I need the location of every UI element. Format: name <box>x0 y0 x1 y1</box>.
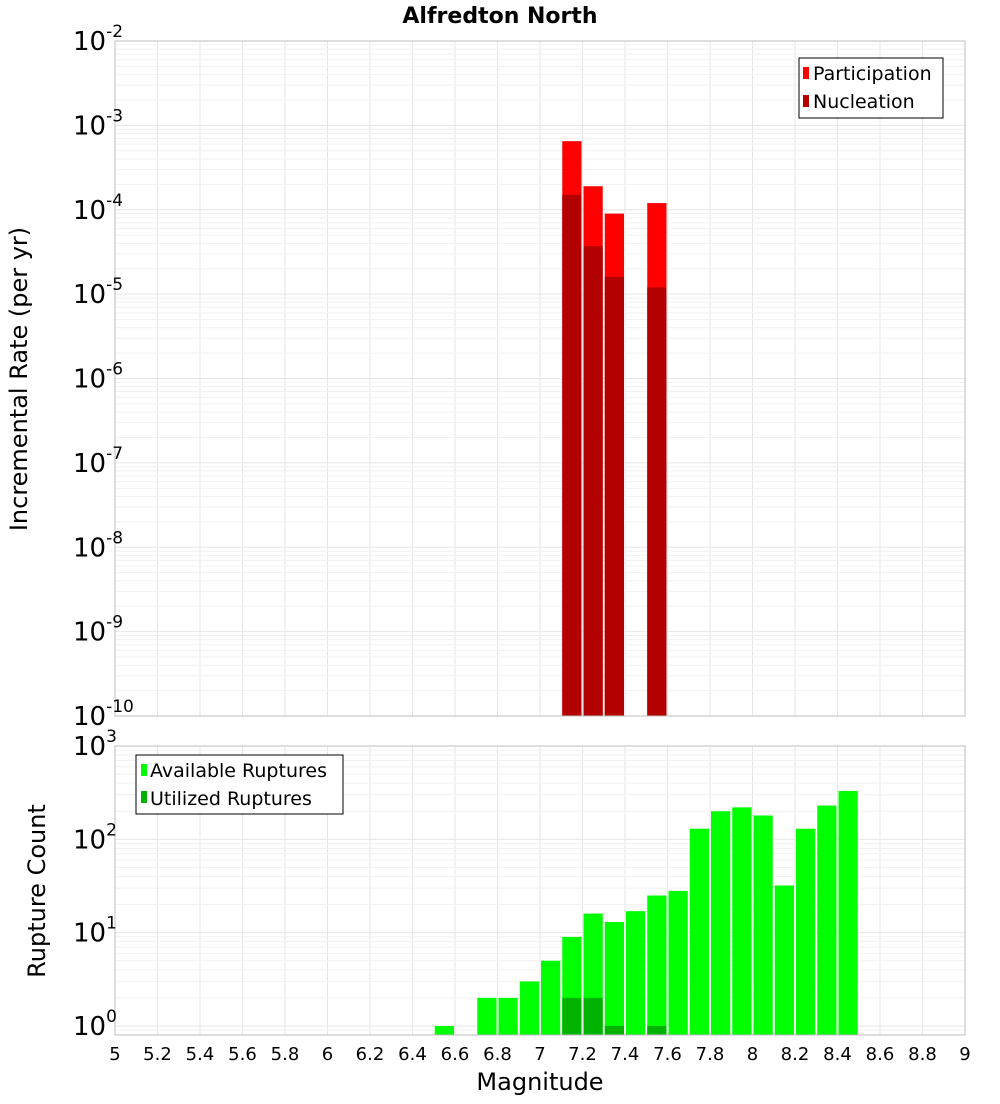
top-plot-frame <box>114 40 966 717</box>
x-tick-label: 8 <box>747 1044 758 1065</box>
top-y-tick-label: 10-9 <box>73 613 123 648</box>
bottom-bar-available-ruptures <box>711 811 731 1035</box>
bottom-bar-available-ruptures <box>647 895 667 1035</box>
x-tick-label: 7 <box>534 1044 545 1065</box>
bottom-bar-available-ruptures <box>477 997 497 1035</box>
legend-swatch-participation <box>803 67 809 79</box>
x-tick-label: 5 <box>109 1044 120 1065</box>
bottom-bar-available-ruptures <box>732 807 752 1035</box>
top-y-tick-label: 10-4 <box>73 191 123 226</box>
top-y-tick-label: 10-5 <box>73 275 123 310</box>
bottom-bar-available-ruptures <box>434 1025 454 1035</box>
bottom-y-tick-label: 103 <box>73 727 117 762</box>
top-legend-box <box>798 57 944 119</box>
chart-title: Alfredton North <box>402 4 597 29</box>
top-y-tick-label: 10-2 <box>73 22 123 57</box>
x-tick-label: 7.2 <box>568 1044 597 1065</box>
bottom-bar-available-ruptures <box>668 890 688 1035</box>
bottom-y-tick-label: 102 <box>73 820 117 855</box>
x-tick-label: 8.6 <box>866 1044 895 1065</box>
bottom-bar-utilized-ruptures <box>583 997 603 1035</box>
bottom-bar-available-ruptures <box>604 922 624 1035</box>
bottom-bar-available-ruptures <box>541 960 561 1035</box>
x-tick-label: 7.4 <box>611 1044 640 1065</box>
bottom-legend: Available Ruptures Utilized Ruptures <box>135 754 344 815</box>
legend-swatch-utilized-ruptures <box>141 791 147 803</box>
x-tick-label: 7.6 <box>653 1044 682 1065</box>
bottom-bar-utilized-ruptures <box>604 1025 624 1035</box>
legend-label-participation: Participation <box>813 63 932 85</box>
bottom-bar-available-ruptures <box>626 911 646 1035</box>
top-legend: Participation Nucleation <box>798 57 944 119</box>
legend-swatch-nucleation <box>803 95 809 107</box>
bottom-y-axis-label: Rupture Count <box>23 804 51 978</box>
bottom-y-tick-label: 100 <box>73 1007 117 1042</box>
legend-swatch-available-ruptures <box>141 764 147 776</box>
x-tick-label: 5.6 <box>228 1044 257 1065</box>
top-y-tick-label: 10-3 <box>73 106 123 141</box>
x-tick-label: 6.4 <box>398 1044 427 1065</box>
x-tick-label: 5.2 <box>143 1044 172 1065</box>
x-tick-label: 6.6 <box>441 1044 470 1065</box>
top-bar-nucleation <box>562 194 582 716</box>
bottom-bar-available-ruptures <box>689 828 709 1035</box>
top-y-axis-label: Incremental Rate (per yr) <box>5 227 33 531</box>
legend-label-nucleation: Nucleation <box>813 91 915 113</box>
bottom-bar-available-ruptures <box>774 885 794 1035</box>
bottom-bar-available-ruptures <box>838 790 858 1035</box>
bottom-bar-utilized-ruptures <box>562 997 582 1035</box>
top-y-tick-label: 10-8 <box>73 528 123 563</box>
bottom-bar-available-ruptures <box>796 828 816 1035</box>
bottom-bar-available-ruptures <box>498 997 518 1035</box>
x-tick-label: 8.2 <box>781 1044 810 1065</box>
bottom-bar-available-ruptures <box>817 805 837 1035</box>
top-bar-nucleation <box>583 246 603 716</box>
x-tick-label: 6.2 <box>356 1044 385 1065</box>
bottom-y-tick-label: 101 <box>73 914 117 949</box>
bottom-bar-available-ruptures <box>753 815 773 1035</box>
x-tick-label: 8.4 <box>823 1044 852 1065</box>
legend-label-utilized-ruptures: Utilized Ruptures <box>150 788 312 810</box>
bottom-bar-available-ruptures <box>519 981 539 1035</box>
bottom-bar-utilized-ruptures <box>647 1025 667 1035</box>
x-tick-label: 5.8 <box>271 1044 300 1065</box>
x-tick-label: 6 <box>322 1044 333 1065</box>
bottom-legend-box <box>135 754 344 815</box>
bottom-plot-frame <box>114 745 966 1036</box>
top-bar-nucleation <box>647 287 667 716</box>
x-tick-label: 9 <box>959 1044 970 1065</box>
top-y-tick-label: 10-7 <box>73 444 123 479</box>
top-bar-nucleation <box>604 276 624 716</box>
x-tick-label: 7.8 <box>696 1044 725 1065</box>
x-tick-label: 6.8 <box>483 1044 512 1065</box>
top-y-tick-label: 10-10 <box>73 697 134 732</box>
x-axis-label: Magnitude <box>476 1068 603 1096</box>
x-tick-label: 8.8 <box>908 1044 937 1065</box>
legend-label-available-ruptures: Available Ruptures <box>150 760 327 782</box>
top-y-tick-label: 10-6 <box>73 360 123 395</box>
x-tick-label: 5.4 <box>186 1044 215 1065</box>
